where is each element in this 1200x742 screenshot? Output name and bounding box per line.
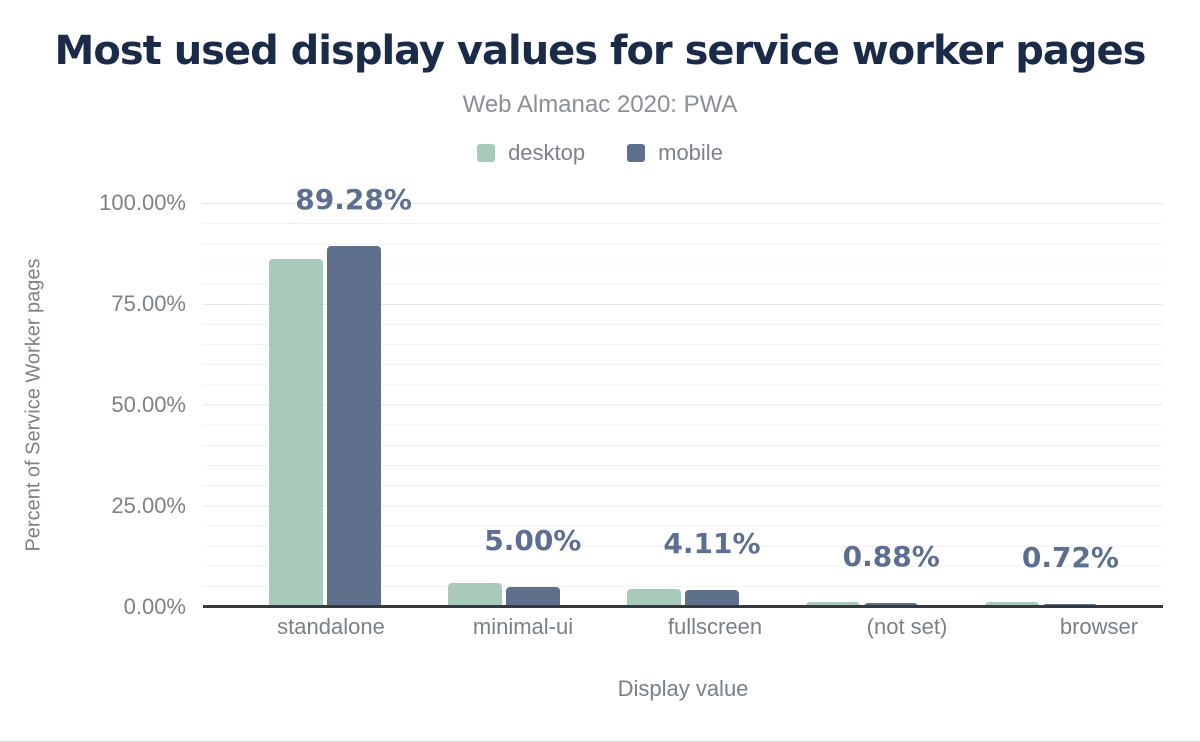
- y-tick-label: 75.00%: [111, 291, 186, 316]
- x-axis-line: [203, 605, 1163, 608]
- plot-area: 89.28% 5.00% 4.11% 0.88% 0.72%: [203, 183, 1163, 608]
- y-tick-label: 100.00%: [99, 190, 186, 215]
- bar-desktop-not-set: [806, 602, 861, 607]
- legend-label: mobile: [658, 140, 723, 165]
- bar-group-fullscreen: 4.11%: [593, 203, 772, 607]
- legend-item-desktop: desktop: [477, 140, 585, 166]
- bar-desktop-minimal-ui: [447, 583, 502, 607]
- legend: desktop mobile: [0, 140, 1200, 166]
- desktop-swatch-icon: [477, 144, 496, 162]
- bar-group-minimal-ui: 5.00%: [414, 203, 593, 607]
- y-tick-label: 50.00%: [111, 392, 186, 417]
- bar-desktop-browser: [985, 602, 1040, 607]
- bar-mobile-standalone: [326, 246, 381, 607]
- bar-value-label: 89.28%: [295, 183, 412, 217]
- bar-group-not-set: 0.88%: [773, 203, 952, 607]
- bar-value-label: 0.88%: [842, 540, 940, 574]
- bar-value-label: 5.00%: [484, 523, 582, 557]
- legend-label: desktop: [508, 140, 586, 165]
- bar-group-browser: 0.72%: [952, 203, 1131, 607]
- x-axis-tick-labels: standalone minimal-ui fullscreen (not se…: [203, 614, 1200, 640]
- y-tick-label: 25.00%: [111, 493, 186, 518]
- bar-value-label: 0.72%: [1021, 541, 1119, 575]
- chart-subtitle: Web Almanac 2020: PWA: [462, 91, 738, 118]
- mobile-swatch-icon: [627, 144, 646, 162]
- x-tick-label: minimal-ui: [472, 614, 574, 639]
- page-title: Most used display values for service wor…: [54, 28, 1147, 74]
- y-axis-tick-labels: 0.00% 25.00% 50.00% 75.00% 100.00%: [0, 190, 192, 619]
- bar-value-label: 4.11%: [663, 527, 761, 561]
- bar-mobile-fullscreen: [685, 590, 739, 607]
- x-tick-label: standalone: [277, 614, 385, 639]
- x-tick-label: (not set): [866, 614, 948, 639]
- bar-mobile-minimal-ui: [505, 586, 560, 607]
- legend-item-mobile: mobile: [627, 140, 723, 166]
- x-tick-label: browser: [1059, 614, 1139, 639]
- bar-desktop-standalone: [268, 259, 323, 607]
- bar-desktop-fullscreen: [627, 588, 681, 607]
- y-tick-label: 0.00%: [123, 594, 186, 619]
- x-axis-title: Display value: [617, 676, 749, 701]
- x-tick-label: fullscreen: [667, 614, 763, 639]
- bars-row: 89.28% 5.00% 4.11% 0.88% 0.72%: [203, 183, 1163, 607]
- bar-group-standalone: 89.28%: [235, 183, 414, 607]
